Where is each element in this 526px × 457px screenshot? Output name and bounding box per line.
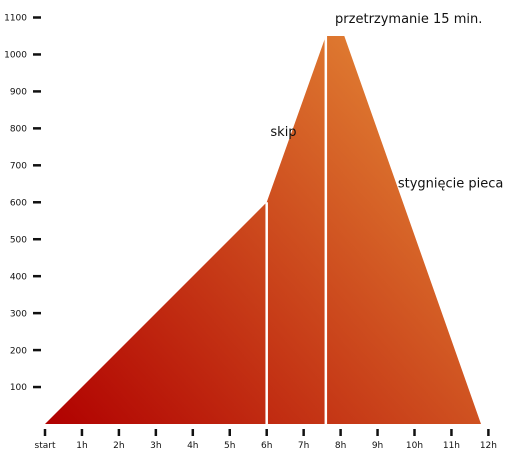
y-tick-label: 700 xyxy=(10,162,27,172)
x-tick-label: 3h xyxy=(150,441,161,451)
x-tick-label: 11h xyxy=(443,441,460,451)
y-tick-label: 200 xyxy=(10,346,27,356)
annotation-skip: skip xyxy=(270,125,296,140)
annotation-cooling: stygnięcie pieca xyxy=(398,176,504,191)
annotation-hold: przetrzymanie 15 min. xyxy=(335,12,482,27)
y-tick-label: 1100 xyxy=(4,14,27,24)
y-tick-label: 900 xyxy=(10,88,27,98)
x-tick-label: 6h xyxy=(261,441,272,451)
y-tick-label: 800 xyxy=(10,125,27,135)
x-tick-label: 5h xyxy=(224,441,235,451)
x-tick-label: 9h xyxy=(372,441,383,451)
x-tick-label: 10h xyxy=(406,441,423,451)
x-tick-label: 8h xyxy=(335,441,346,451)
x-tick-label: 7h xyxy=(298,441,309,451)
temperature-area xyxy=(45,36,481,424)
x-tick-label: 12h xyxy=(480,441,497,451)
y-tick-label: 100 xyxy=(10,383,27,393)
x-tick-label: 2h xyxy=(113,441,124,451)
y-tick-label: 300 xyxy=(10,309,27,319)
x-tick-label: start xyxy=(35,441,56,451)
y-tick-label: 500 xyxy=(10,235,27,245)
y-tick-label: 1000 xyxy=(4,51,27,61)
y-tick-label: 600 xyxy=(10,198,27,208)
x-tick-label: 4h xyxy=(187,441,198,451)
x-tick-label: 1h xyxy=(76,441,87,451)
y-tick-label: 400 xyxy=(10,272,27,282)
